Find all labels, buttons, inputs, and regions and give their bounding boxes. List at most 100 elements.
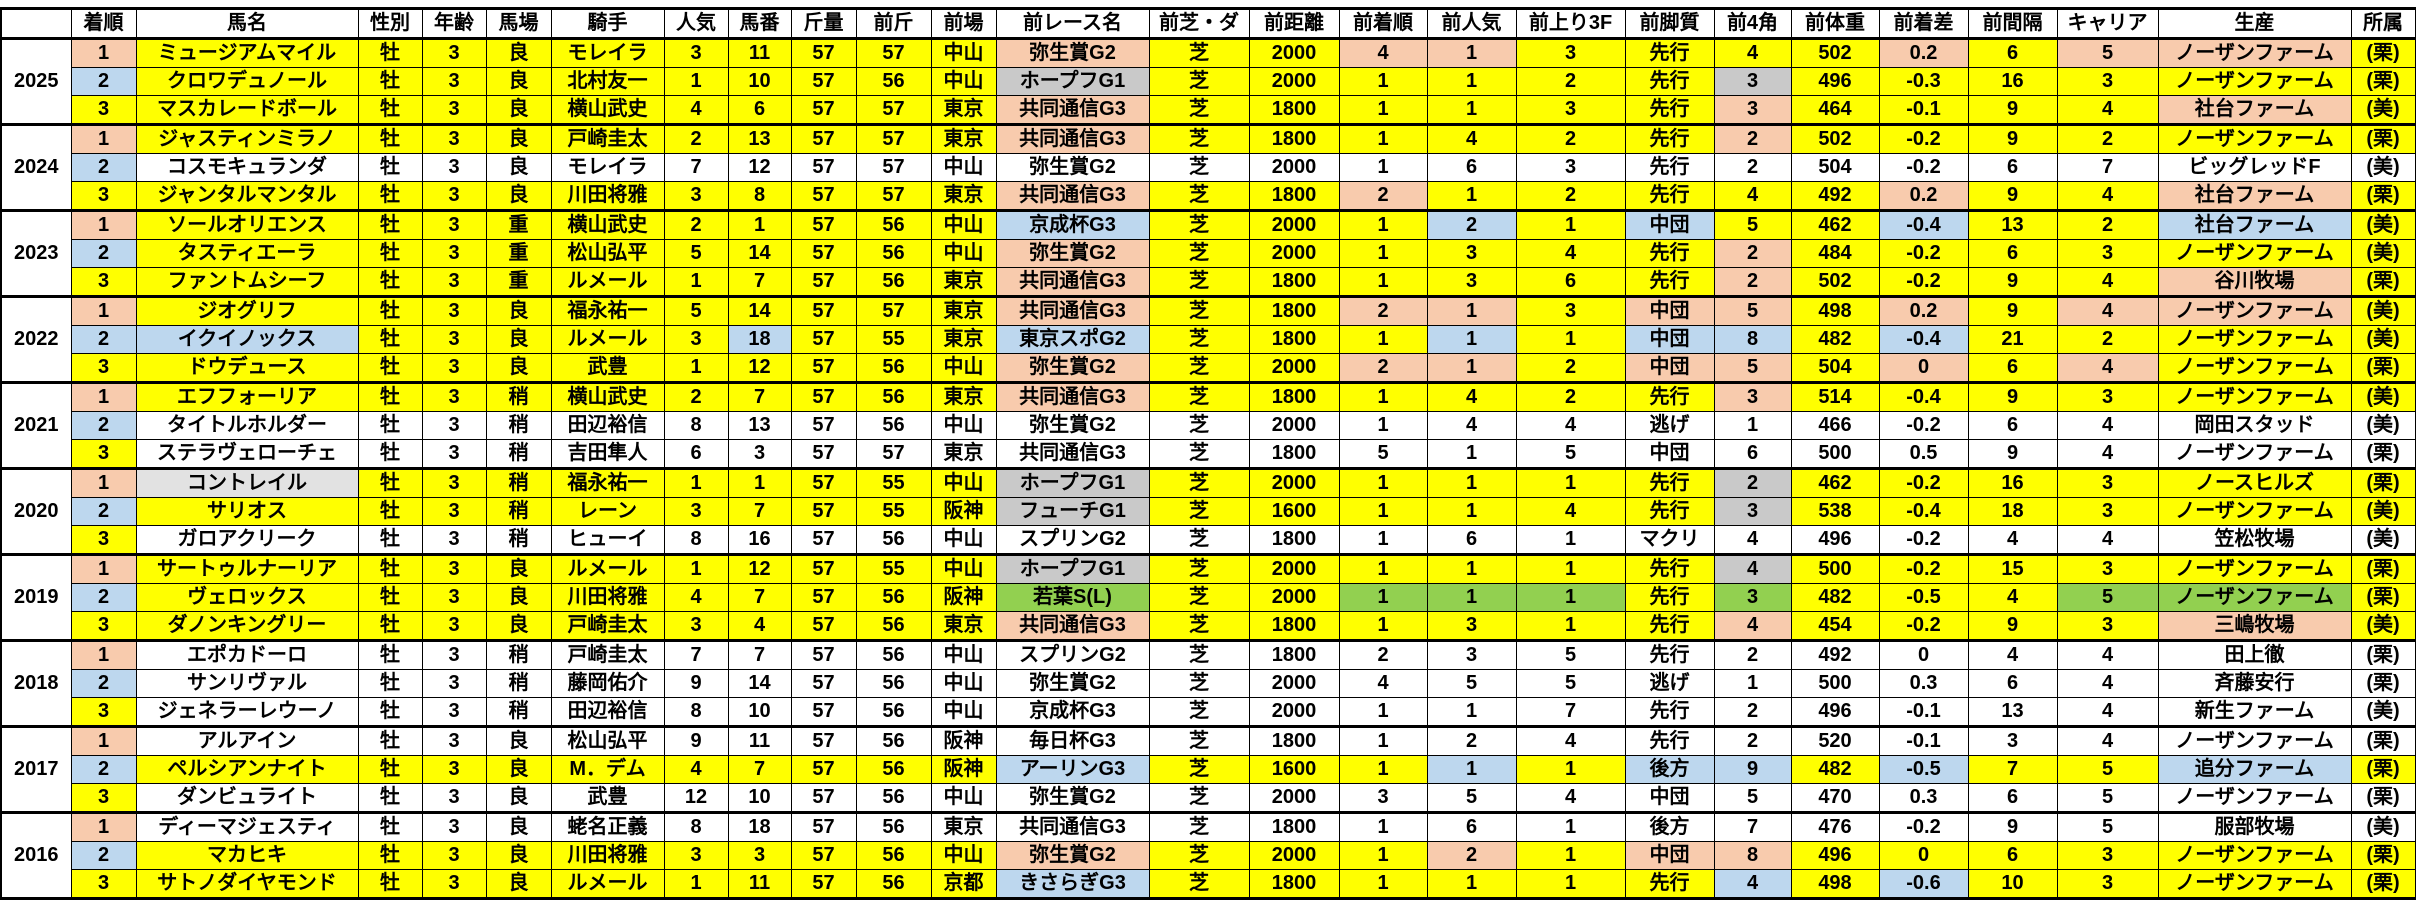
prev-style-cell: 中団 <box>1624 296 1715 326</box>
prev-course-cell: 中山 <box>930 525 997 556</box>
prev-last3f-cell: 1 <box>1515 325 1626 354</box>
post-number-cell: 14 <box>727 669 792 698</box>
prev-margin-cell: 0 <box>1878 640 1969 670</box>
prev-margin-cell: 0.3 <box>1878 669 1969 698</box>
stable-cell: (栗) <box>2350 124 2416 154</box>
table-row: 3 ダノンキングリー牡 3 良戸崎圭太 3 4 57 56 東京 共同通信G3 芝 1800 1 3 1 先行… <box>1 611 2416 642</box>
track-condition-cell: 稍 <box>485 468 552 498</box>
table-row: 3 サトノダイヤモンド牡 3 良ルメール 1 11 57 56 京都 きさらぎG3 芝 1800 1 1 1… <box>1 869 2416 900</box>
prev-margin-cell: -0.3 <box>1878 67 1969 96</box>
sex-cell: 牡 <box>357 382 423 412</box>
prev-interval-cell: 16 <box>1967 468 2058 498</box>
prev-surface-cell: 芝 <box>1148 210 1250 240</box>
prev-margin-cell: -0.2 <box>1878 812 1969 842</box>
career-cell: 3 <box>2056 497 2159 526</box>
prev-style-cell: 先行 <box>1624 583 1715 612</box>
table-row: 2 タイトルホルダー牡 3 稍田辺裕信 8 13 57 56 中山 弥生賞G2 芝 2000 1 4 4 逃げ… <box>1 411 2416 440</box>
breeder-cell: 服部牧場 <box>2157 812 2352 842</box>
prev-race-cell: ホープフG1 <box>995 468 1150 498</box>
table-row: 3 ファントムシーフ牡 3 重ルメール 1 7 57 56 東京 共同通信G3 芝 1800 1 3 6 先行… <box>1 267 2416 298</box>
prev-finish-cell: 2 <box>1338 353 1428 384</box>
jockey-cell: 横山武史 <box>550 95 665 126</box>
breeder-cell: 社台ファーム <box>2157 181 2352 212</box>
sex-cell: 牡 <box>357 153 423 182</box>
table-row: 3 ドウデュース牡 3 良武豊 1 12 57 56 中山 弥生賞G2 芝 2000 2 1 2 中団 5 504… <box>1 353 2416 384</box>
career-cell: 5 <box>2056 755 2159 784</box>
sex-cell: 牡 <box>357 583 423 612</box>
weight-cell: 57 <box>790 497 857 526</box>
prev-corner4-cell: 9 <box>1713 755 1792 784</box>
prev-interval-cell: 9 <box>1967 181 2058 212</box>
popularity-cell: 2 <box>663 382 729 412</box>
prev-interval-cell: 6 <box>1967 669 2058 698</box>
weight-cell: 57 <box>790 353 857 384</box>
header-prev-finish: 前着順 <box>1338 7 1428 39</box>
sex-cell: 牡 <box>357 181 423 212</box>
weight-cell: 57 <box>790 124 857 154</box>
prev-course-cell: 東京 <box>930 382 997 412</box>
prev-interval-cell: 13 <box>1967 210 2058 240</box>
finish-cell: 3 <box>70 267 137 298</box>
prev-body-weight-cell: 496 <box>1790 67 1880 96</box>
prev-body-weight-cell: 496 <box>1790 525 1880 556</box>
prev-surface-cell: 芝 <box>1148 439 1250 470</box>
prev-distance-cell: 2000 <box>1248 468 1340 498</box>
prev-last3f-cell: 1 <box>1515 869 1626 900</box>
career-cell: 4 <box>2056 697 2159 728</box>
prev-distance-cell: 2000 <box>1248 669 1340 698</box>
breeder-cell: ノーザンファーム <box>2157 353 2352 384</box>
weight-cell: 57 <box>790 439 857 470</box>
weight-cell: 57 <box>790 755 857 784</box>
prev-course-cell: 中山 <box>930 239 997 268</box>
prev-distance-cell: 2000 <box>1248 783 1340 814</box>
age-cell: 3 <box>421 669 487 698</box>
prev-last3f-cell: 1 <box>1515 468 1626 498</box>
stable-cell: (栗) <box>2350 583 2416 612</box>
finish-cell: 3 <box>70 439 137 470</box>
year-cell: 2021 <box>0 382 72 470</box>
prev-surface-cell: 芝 <box>1148 95 1250 126</box>
sex-cell: 牡 <box>357 841 423 870</box>
table-row: 2 ペルシアンナイト牡 3 良 M．デム 4 7 57 56 阪神 アーリンG3 芝 1600 1 1 1 後方… <box>1 755 2416 784</box>
jockey-cell: モレイラ <box>550 153 665 182</box>
stable-cell: (栗) <box>2350 353 2416 384</box>
weight-cell: 57 <box>790 181 857 212</box>
prev-weight-cell: 56 <box>855 267 932 298</box>
prev-race-cell: 若葉S(L) <box>995 583 1150 612</box>
sex-cell: 牡 <box>357 869 423 900</box>
age-cell: 3 <box>421 439 487 470</box>
prev-corner4-cell: 2 <box>1713 239 1792 268</box>
breeder-cell: ノーザンファーム <box>2157 439 2352 470</box>
weight-cell: 57 <box>790 468 857 498</box>
horse-name-cell: サートゥルナーリア <box>135 554 359 584</box>
career-cell: 4 <box>2056 669 2159 698</box>
breeder-cell: ノーザンファーム <box>2157 38 2352 68</box>
weight-cell: 57 <box>790 583 857 612</box>
prev-distance-cell: 2000 <box>1248 583 1340 612</box>
prev-weight-cell: 56 <box>855 812 932 842</box>
prev-popularity-cell: 4 <box>1426 382 1517 412</box>
finish-cell: 2 <box>70 325 137 354</box>
prev-weight-cell: 56 <box>855 841 932 870</box>
weight-cell: 57 <box>790 869 857 900</box>
career-cell: 3 <box>2056 468 2159 498</box>
results-table: 着順 馬名 性別 年齢 馬場 騎手 人気 馬番 斤量 前斤 前場 前レース名 前芝・ダ 前距離 前着順 前人気… <box>0 7 2416 900</box>
prev-corner4-cell: 5 <box>1713 353 1792 384</box>
stable-cell: (美) <box>2350 611 2416 642</box>
prev-body-weight-cell: 462 <box>1790 210 1880 240</box>
jockey-cell: ルメール <box>550 554 665 584</box>
prev-interval-cell: 9 <box>1967 382 2058 412</box>
prev-margin-cell: -0.2 <box>1878 239 1969 268</box>
jockey-cell: 川田将雅 <box>550 181 665 212</box>
prev-popularity-cell: 2 <box>1426 841 1517 870</box>
prev-margin-cell: -0.2 <box>1878 525 1969 556</box>
prev-last3f-cell: 4 <box>1515 497 1626 526</box>
prev-margin-cell: -0.1 <box>1878 95 1969 126</box>
popularity-cell: 9 <box>663 669 729 698</box>
horse-name-cell: ガロアクリーク <box>135 525 359 556</box>
prev-course-cell: 中山 <box>930 841 997 870</box>
track-condition-cell: 稍 <box>485 697 552 728</box>
stable-cell: (美) <box>2350 697 2416 728</box>
prev-surface-cell: 芝 <box>1148 755 1250 784</box>
prev-body-weight-cell: 492 <box>1790 181 1880 212</box>
